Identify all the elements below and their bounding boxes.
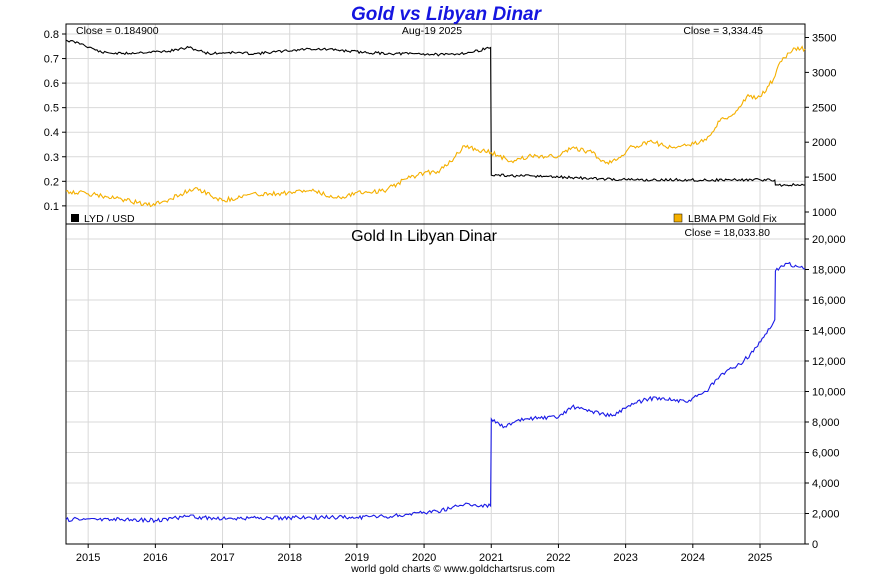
lyd-legend-swatch: [71, 214, 79, 222]
top-right-tick-label: 2000: [812, 137, 836, 149]
gold-in-lyd-line: [65, 261, 806, 524]
top-panel-frame: [65, 23, 806, 225]
bottom-right-tick-label: 20,000: [812, 234, 846, 246]
lyd-legend-label: LYD / USD: [84, 213, 135, 225]
left-tick-label: 0.8: [44, 29, 59, 41]
x-tick-label: 2018: [277, 552, 301, 564]
x-tick-label: 2016: [143, 552, 167, 564]
top-left-axis-ticks: 0.8 0.7 0.6 0.5 0.4 0.3 0.2 0.1: [44, 29, 66, 213]
x-axis-ticks: 2015 2016 2017 2018 2019 2020 2021 2022 2023 2024…: [76, 544, 772, 564]
gold-legend-label: LBMA PM Gold Fix: [688, 213, 777, 225]
bottom-right-tick-label: 6,000: [812, 448, 840, 460]
bottom-right-tick-label: 8,000: [812, 417, 840, 429]
x-tick-label: 2023: [613, 552, 637, 564]
left-tick-label: 0.4: [44, 127, 59, 139]
x-tick-label: 2019: [345, 552, 369, 564]
bottom-panel-series: [65, 261, 806, 524]
x-tick-label: 2020: [412, 552, 436, 564]
left-tick-label: 0.5: [44, 103, 59, 115]
top-panel-series: [65, 39, 806, 208]
top-right-tick-label: 2500: [812, 102, 836, 114]
gold-close-label: Close = 3,334.45: [683, 25, 763, 37]
x-tick-label: 2024: [681, 552, 705, 564]
x-tick-label: 2021: [479, 552, 503, 564]
top-right-tick-label: 3000: [812, 67, 836, 79]
bottom-panel-grid: [66, 224, 805, 545]
bottom-right-axis-ticks: 20,000 18,000 16,000 14,000 12,000 10,000 8,00…: [805, 234, 846, 551]
x-tick-label: 2015: [76, 552, 100, 564]
left-tick-label: 0.2: [44, 176, 59, 188]
x-tick-label: 2017: [210, 552, 234, 564]
bottom-right-tick-label: 10,000: [812, 387, 846, 399]
x-tick-label: 2025: [748, 552, 772, 564]
lyd-usd-line: [65, 39, 806, 187]
top-right-tick-label: 3500: [812, 32, 836, 44]
top-panel-grid: [66, 24, 805, 224]
gold-lyd-close-label: Close = 18,033.80: [684, 227, 770, 239]
bottom-panel-frame: [65, 223, 806, 545]
footer-credit: world gold charts © www.goldchartsrus.co…: [350, 563, 555, 575]
bottom-right-tick-label: 16,000: [812, 295, 846, 307]
gold-legend-swatch: [673, 213, 683, 223]
top-right-tick-label: 1000: [812, 207, 836, 219]
bottom-right-tick-label: 12,000: [812, 356, 846, 368]
lbma-gold-fix-line: [65, 45, 806, 208]
date-label: Aug-19 2025: [402, 25, 462, 37]
left-tick-label: 0.7: [44, 54, 59, 66]
top-right-axis-ticks: 3500 3000 2500 2000 1500 1000: [805, 32, 836, 219]
bottom-panel-title: Gold In Libyan Dinar: [351, 228, 498, 245]
bottom-right-tick-label: 2,000: [812, 509, 840, 521]
x-tick-label: 2022: [546, 552, 570, 564]
bottom-right-tick-label: 4,000: [812, 478, 840, 490]
top-right-tick-label: 1500: [812, 172, 836, 184]
bottom-right-tick-label: 14,000: [812, 326, 846, 338]
chart-title: Gold vs Libyan Dinar: [351, 4, 543, 25]
lyd-close-label: Close = 0.184900: [76, 25, 159, 37]
left-tick-label: 0.3: [44, 152, 59, 164]
left-tick-label: 0.1: [44, 201, 59, 213]
left-tick-label: 0.6: [44, 78, 59, 90]
bottom-right-tick-label: 18,000: [812, 265, 846, 277]
bottom-right-tick-label: 0: [812, 539, 818, 551]
